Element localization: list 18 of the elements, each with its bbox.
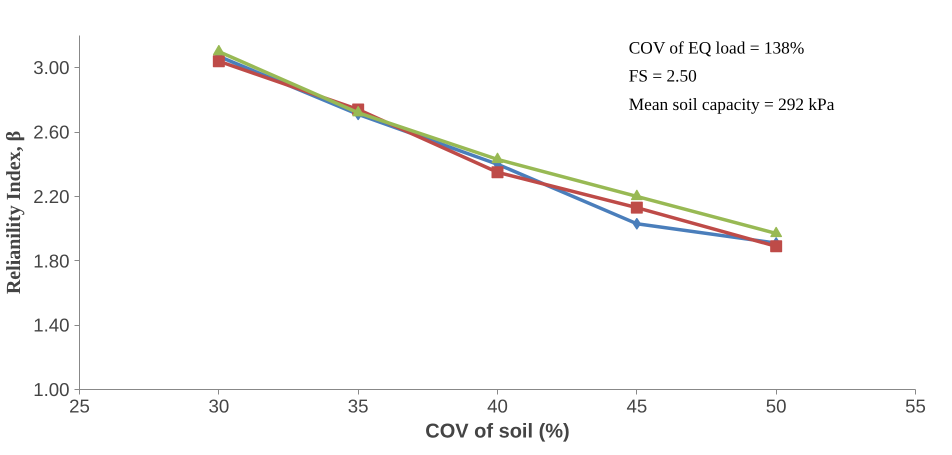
x-tick-label: 45 (626, 396, 648, 416)
y-tick-label: 2.20 (33, 186, 70, 207)
annotation: COV of EQ load = 138% (628, 38, 804, 58)
x-tick-label: 30 (208, 396, 230, 416)
y-tick-label: 2.60 (33, 122, 70, 143)
annotation: FS = 2.50 (628, 66, 697, 86)
y-tick-label: 3.00 (33, 57, 70, 78)
x-tick-label: 40 (487, 396, 508, 416)
x-tick-label: 25 (69, 396, 90, 416)
x-axis-title: COV of soil (%) (425, 420, 570, 442)
x-tick-label: 55 (905, 396, 926, 416)
annotation: Mean soil capacity = 292 kPa (628, 95, 835, 114)
y-tick-label: 1.80 (33, 250, 70, 272)
x-tick-label: 35 (348, 396, 369, 416)
y-tick-label: 1.00 (33, 379, 70, 400)
x-tick-label: 50 (766, 396, 787, 416)
y-tick-label: 1.40 (33, 314, 70, 336)
y-axis-title: Relianility Index, β (3, 130, 26, 294)
